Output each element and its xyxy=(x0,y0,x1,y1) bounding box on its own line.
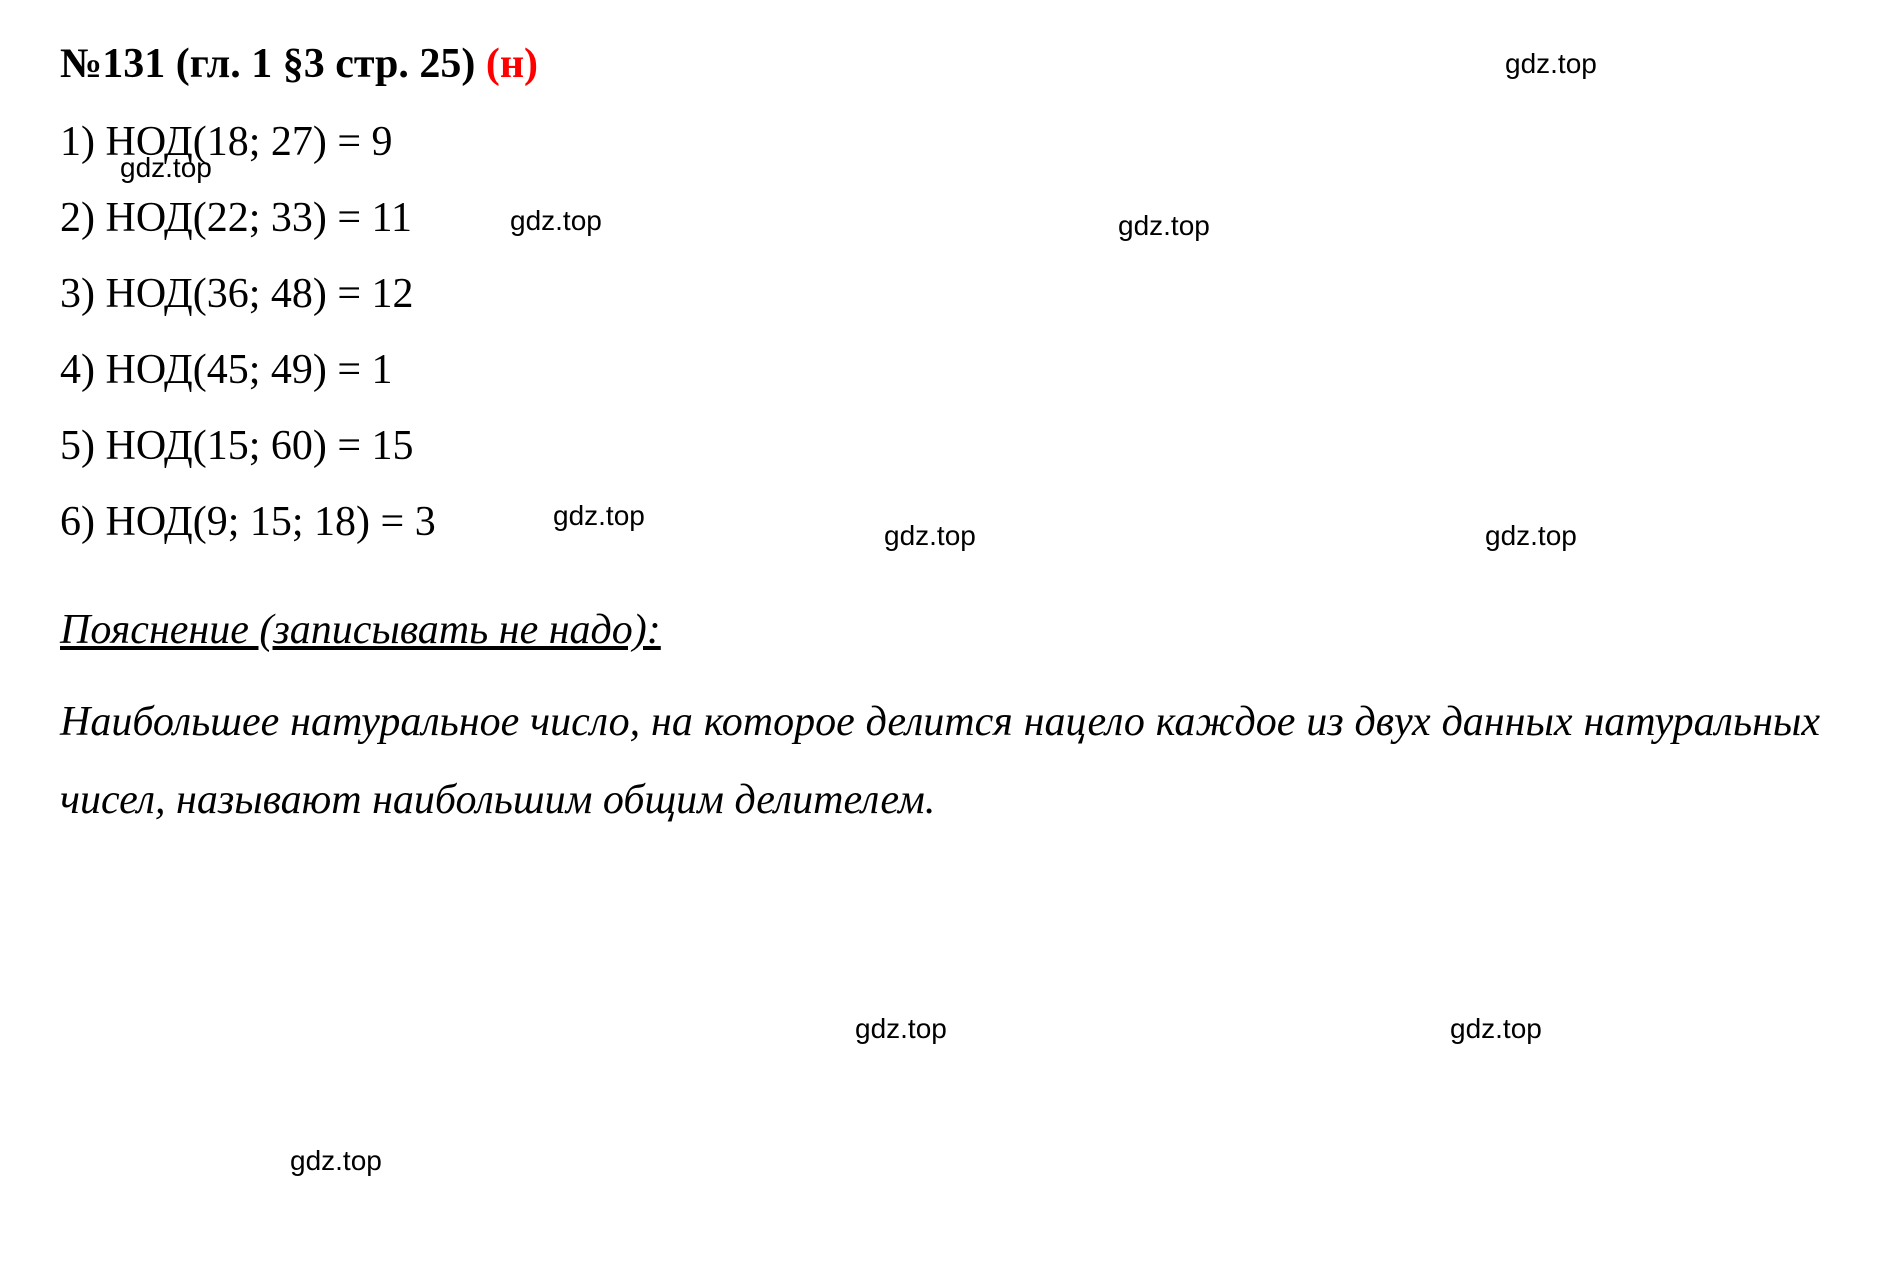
watermark-text: gdz.top xyxy=(1118,210,1210,242)
solution-line: 3) НОД(36; 48) = 12 xyxy=(60,270,1820,318)
solution-line: 4) НОД(45; 49) = 1 xyxy=(60,346,1820,394)
explanation-title: Пояснение (записывать не надо): xyxy=(60,606,1820,654)
watermark-text: gdz.top xyxy=(290,1145,382,1177)
watermark-text: gdz.top xyxy=(553,500,645,532)
problem-number: №131 xyxy=(60,41,165,87)
problem-reference: (гл. 1 §3 стр. 25) xyxy=(176,41,476,87)
watermark-text: gdz.top xyxy=(1485,520,1577,552)
problem-suffix: (н) xyxy=(486,41,538,87)
solution-line: 1) НОД(18; 27) = 9 xyxy=(60,118,1820,166)
watermark-text: gdz.top xyxy=(120,152,212,184)
solution-line: 2) НОД(22; 33) = 11 xyxy=(60,194,1820,242)
watermark-text: gdz.top xyxy=(510,205,602,237)
solution-line: 5) НОД(15; 60) = 15 xyxy=(60,422,1820,470)
explanation-text: Наибольшее натуральное число, на которое… xyxy=(60,684,1820,839)
watermark-text: gdz.top xyxy=(1450,1013,1542,1045)
watermark-text: gdz.top xyxy=(884,520,976,552)
watermark-text: gdz.top xyxy=(1505,48,1597,80)
watermark-text: gdz.top xyxy=(855,1013,947,1045)
